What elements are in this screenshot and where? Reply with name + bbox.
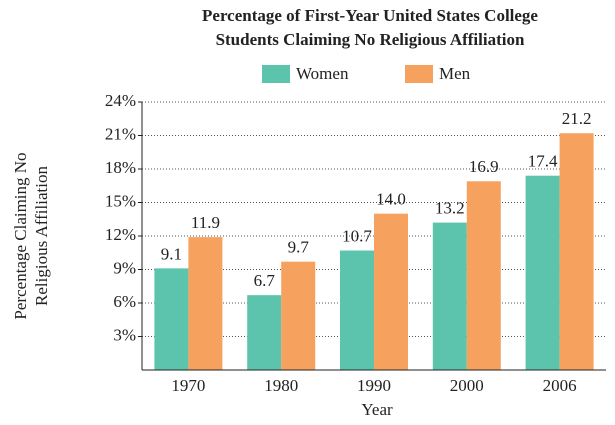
y-tick-label: 12% [105,225,136,244]
y-tick-label: 6% [113,292,136,311]
y-axis-label-line: Religious Affiliation [32,166,51,306]
bar [247,295,282,370]
bar [374,213,408,370]
x-tick-label: 1980 [264,376,298,395]
bar [466,181,501,370]
bar [525,175,560,370]
legend-swatch [405,65,433,83]
x-tick-label: 1990 [357,376,391,395]
chart-title: Students Claiming No Religious Affiliati… [216,30,525,49]
data-label: 21.2 [562,109,592,128]
legend-label: Men [439,64,471,83]
bar [281,261,316,370]
data-label: 6.7 [254,271,276,290]
x-tick-label: 1970 [171,376,205,395]
y-tick-label: 9% [113,258,136,277]
bar [188,237,223,370]
data-label: 9.1 [161,244,182,263]
y-tick-label: 15% [105,191,136,210]
bar [432,222,467,370]
data-label: 16.9 [469,157,499,176]
bar [559,133,594,370]
y-axis-label: Percentage Claiming No Religious Affilia… [11,152,51,319]
x-tick-label: 2000 [450,376,484,395]
y-axis-label-line: Percentage Claiming No [11,152,30,319]
y-tick-label: 18% [105,158,136,177]
bar [340,250,374,370]
legend-label: Women [296,64,349,83]
y-tick-label: 24% [105,91,136,110]
x-tick-label: 2006 [543,376,577,395]
data-label: 11.9 [191,213,220,232]
data-label: 17.4 [528,152,558,171]
data-label: 10.7 [342,226,372,245]
legend-swatch [262,65,290,83]
x-axis-label: Year [361,400,393,419]
data-label: 13.2 [435,199,465,218]
y-tick-label: 3% [113,325,136,344]
bar [154,268,189,370]
data-label: 9.7 [288,238,310,257]
y-tick-label: 21% [105,124,136,143]
chart-title: Percentage of First-Year United States C… [202,6,538,25]
data-label: 14.0 [376,190,406,209]
